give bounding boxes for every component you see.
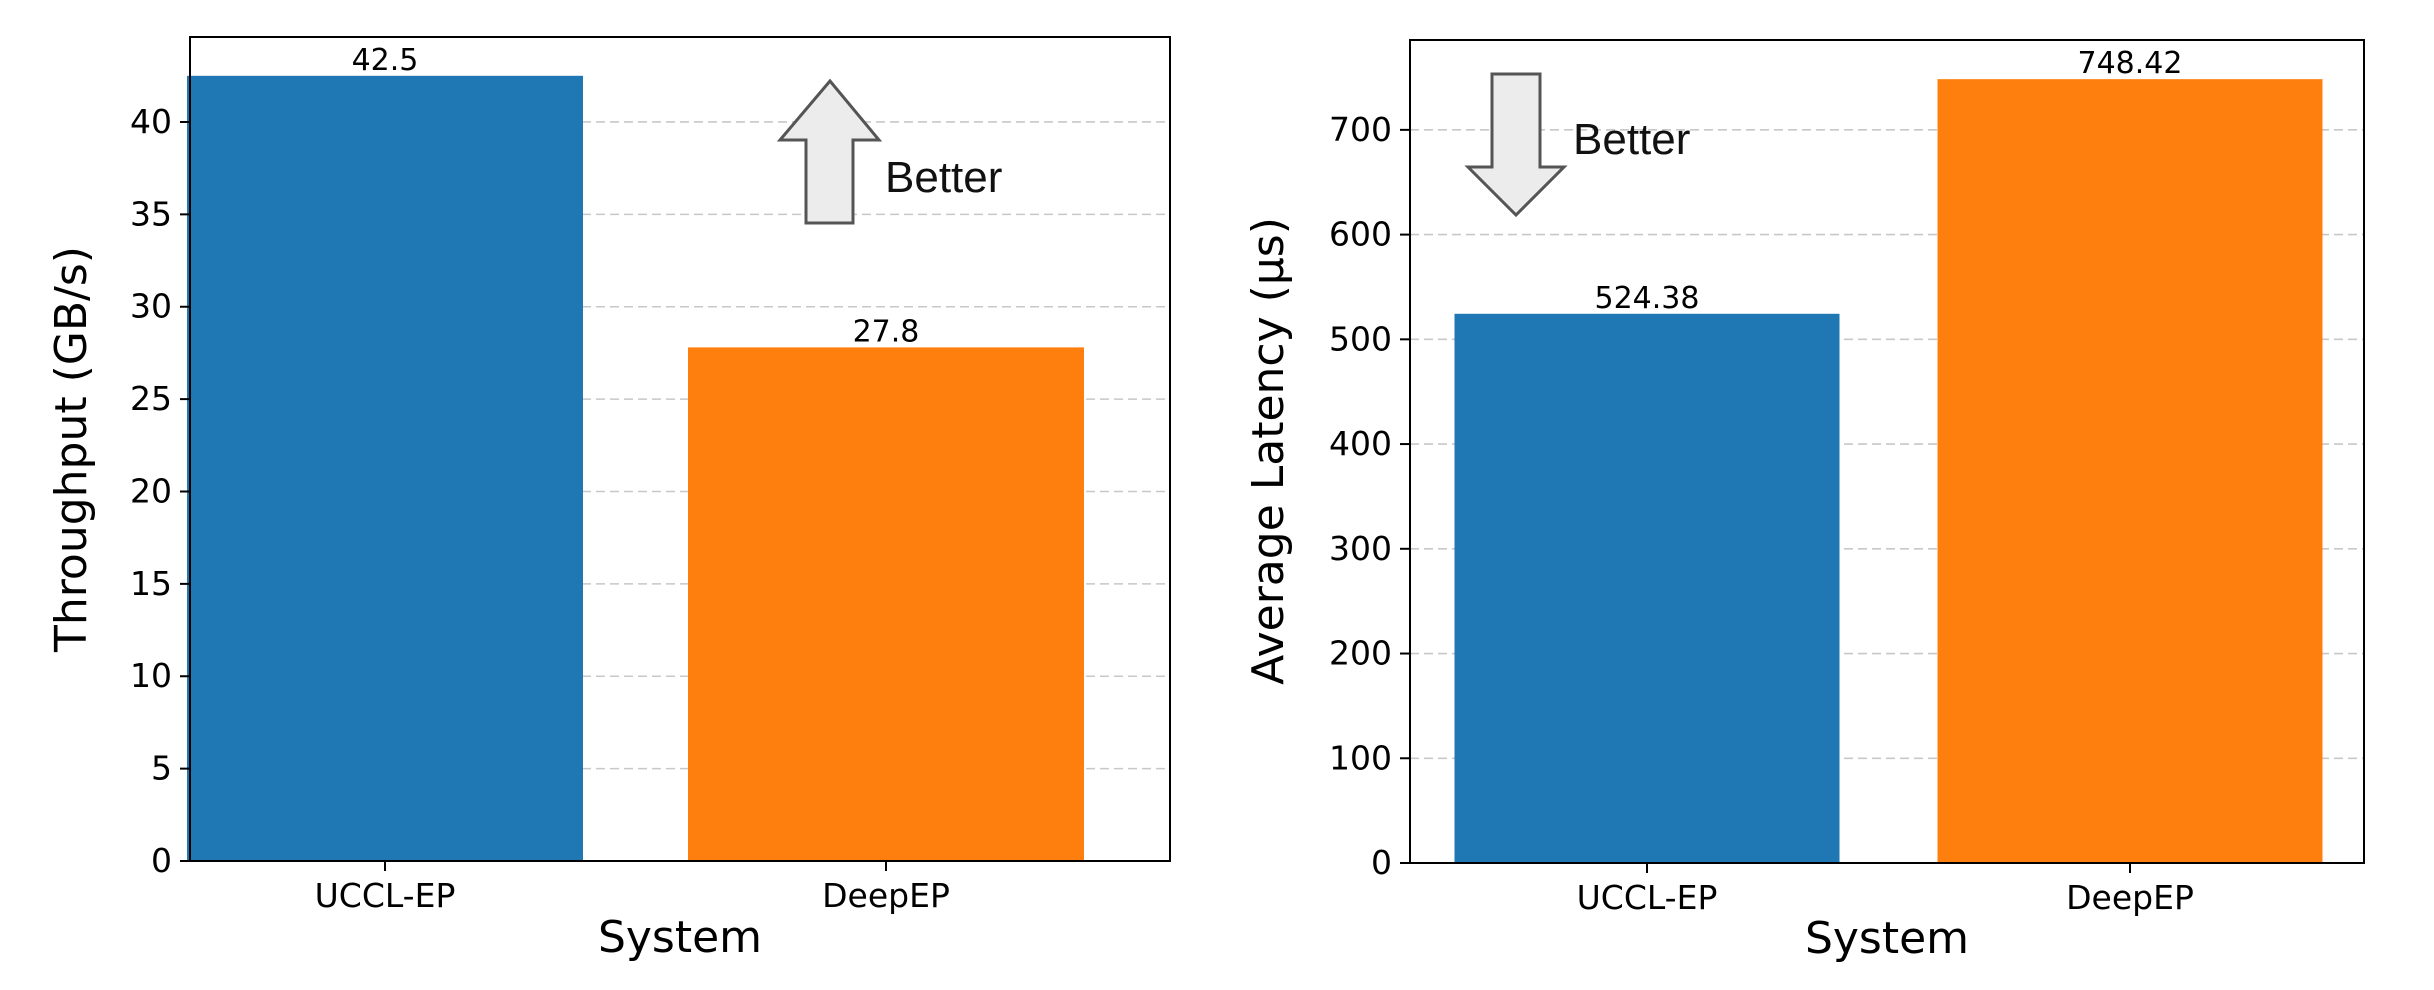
data-label: 27.8 [853,314,920,349]
better-label: Better [1573,115,1690,164]
y-tick-label: 35 [130,194,172,233]
y-tick-label: 100 [1329,738,1392,777]
y-tick-label: 5 [151,749,172,788]
y-tick-label: 400 [1329,424,1392,463]
y-tick-label: 0 [151,841,172,880]
y-tick-label: 40 [130,102,172,141]
bar-uccl-ep [1454,313,1840,864]
y-tick-label: 600 [1329,215,1392,254]
y-tick-label: 500 [1329,319,1392,358]
x-axis-title: System [1805,913,1969,964]
y-tick-label: 0 [1371,843,1392,882]
data-label: 524.38 [1595,281,1700,316]
y-tick-label: 25 [130,379,172,418]
plot-frame [189,36,1171,862]
chart-panel-2: 524.38 748.42 0 100 200 300 400 500 600 700 UCCL-E… [1243,39,2365,964]
x-axis-title: System [598,912,762,963]
y-tick-label: 10 [130,656,172,695]
bar-deepep [1937,79,2323,863]
bar-deepep [688,347,1084,862]
y-axis-title: Average Latency (μs) [1243,217,1294,685]
x-tick-label: UCCL-EP [1577,878,1718,917]
data-label: 748.42 [2078,46,2183,81]
better-label: Better [885,153,1002,202]
y-tick-label: 300 [1329,529,1392,568]
x-tick-label: UCCL-EP [315,876,456,915]
y-tick-label: 15 [130,564,172,603]
y-axis-title: Throughput (GB/s) [46,246,97,653]
chart-panel-1: 42.5 27.8 0 5 10 15 20 25 30 35 40 UCCL-EP DeepEP Sys… [46,36,1171,963]
y-tick-label: 200 [1329,634,1392,673]
data-label: 42.5 [352,43,419,78]
arrow-down-icon [1464,72,1568,218]
plot-frame [1409,39,2365,864]
y-tick-label: 700 [1329,110,1392,149]
x-tick-label: DeepEP [822,876,950,915]
y-tick-label: 30 [130,287,172,326]
x-tick-label: DeepEP [2066,878,2194,917]
bar-uccl-ep [187,75,583,861]
y-tick-label: 20 [130,471,172,510]
arrow-up-icon [776,78,883,225]
